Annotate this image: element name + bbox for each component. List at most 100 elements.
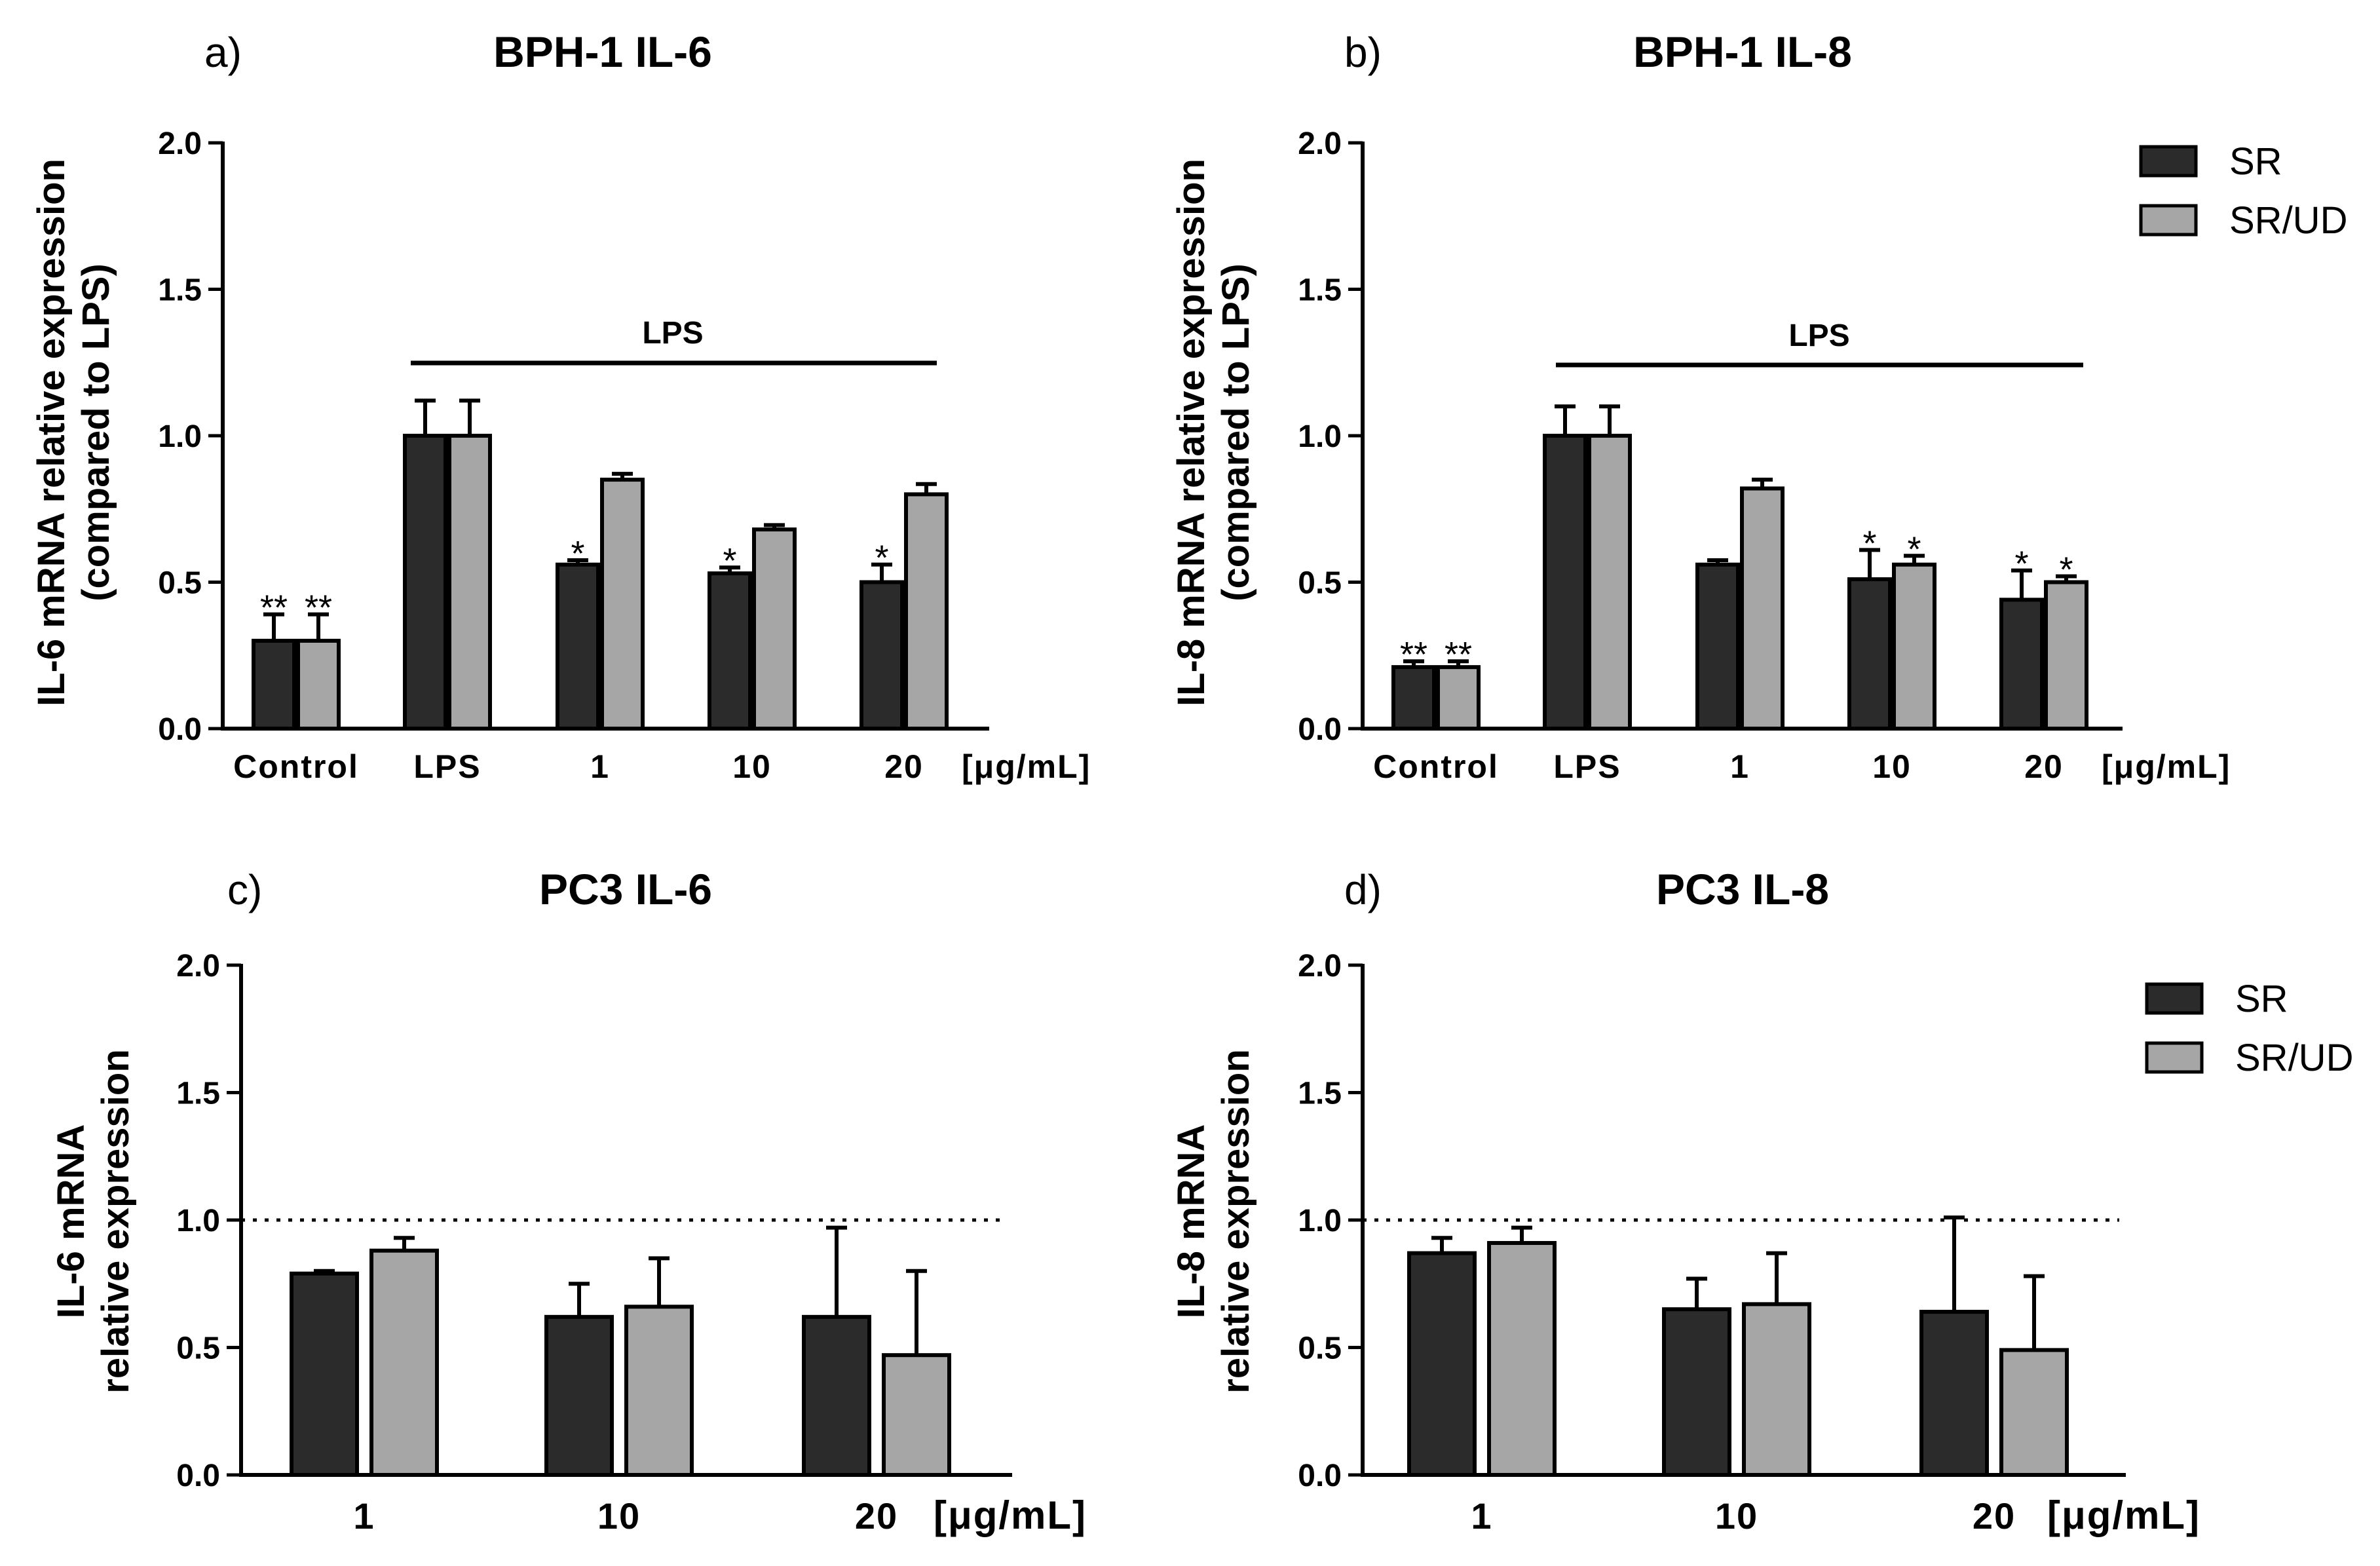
panel-d-ytick-label: 0.5 — [1298, 1331, 1342, 1366]
panel-b-significance-mark: * — [2014, 544, 2028, 584]
panel-a-significance-mark: * — [571, 534, 584, 573]
panel-d-bar-sr — [1407, 1251, 1477, 1477]
panel-a-bar-srud — [904, 492, 949, 731]
panel-a-ytick-label: 2.0 — [158, 126, 202, 161]
panel-b-bar-srud — [1436, 665, 1481, 731]
panel-c-ytick-label: 1.5 — [176, 1077, 220, 1111]
panel-a-bar-sr — [859, 580, 904, 731]
panel-b-bar-sr — [1391, 665, 1436, 731]
panel-a-ytick-label: 0.0 — [158, 712, 202, 747]
panel-a-lps-label: LPS — [642, 316, 703, 351]
panel-b-bar-sr — [1543, 434, 1587, 731]
panel-a-significance-mark: * — [723, 541, 736, 581]
panel-b-ytick-label: 1.5 — [1298, 273, 1342, 308]
panel-c-bar-srud — [624, 1305, 694, 1477]
panel-d-ytick-label: 1.5 — [1298, 1077, 1342, 1111]
panel-b-category-label: 20 — [2024, 748, 2064, 785]
panel-a-bph1-il6: a) BPH-1 IL-6 IL-6 mRNA relative express… — [30, 28, 1091, 785]
panel-b-ytick-label: 1.0 — [1298, 419, 1342, 454]
legend-bottom-label-srud: SR/UD — [2235, 1037, 2353, 1079]
panel-b-bar-srud — [1740, 486, 1785, 731]
panel-a-category-label: Control — [233, 748, 359, 785]
panel-b-ylabel-line2: (compared to LPS) — [1215, 263, 1257, 602]
panel-b-significance-mark: * — [2059, 550, 2073, 590]
panel-c-ylabel-line2: relative expression — [94, 1049, 137, 1394]
panel-b-ytick-label: 0.5 — [1298, 566, 1342, 601]
panel-a-unit-label: [μg/mL] — [962, 748, 1091, 785]
panel-d-letter: d) — [1344, 866, 1382, 913]
panel-a-letter: a) — [204, 29, 242, 76]
panel-d-bar-sr — [1919, 1310, 1989, 1478]
panel-d-bar-srud — [1999, 1348, 2069, 1477]
panel-b-title: BPH-1 IL-8 — [1633, 28, 1852, 76]
panel-b-significance-mark: * — [1907, 529, 1921, 569]
panel-a-significance-mark: ** — [305, 588, 332, 628]
panel-b-bar-sr — [1999, 598, 2044, 731]
panel-d-ylabel-line1: IL-8 mRNA — [1170, 1124, 1213, 1318]
panel-a-bar-srud — [296, 638, 341, 731]
panel-c-ytick-label: 0.0 — [176, 1459, 220, 1493]
panel-b-unit-label: [μg/mL] — [2102, 748, 2231, 785]
panel-a-significance-mark: ** — [260, 588, 288, 628]
panel-a-ylabel-line2: (compared to LPS) — [75, 263, 117, 602]
legend-top-swatch-srud — [2139, 204, 2198, 237]
panel-b-category-label: LPS — [1553, 748, 1621, 785]
panel-d-category-label: 10 — [1715, 1495, 1758, 1537]
panel-c-ytick-label: 2.0 — [176, 949, 220, 984]
panel-c-unit-label: [μg/mL] — [934, 1493, 1087, 1537]
panel-a-bar-srud — [752, 527, 797, 731]
panel-a-ytick-label: 1.0 — [158, 419, 202, 454]
panel-a-category-label: 1 — [590, 748, 610, 785]
panel-b-category-label: 1 — [1730, 748, 1750, 785]
panel-a-ytick-label: 1.5 — [158, 273, 202, 308]
panel-c-bar-srud — [882, 1353, 951, 1477]
panel-b-bar-srud — [1892, 562, 1936, 731]
panel-d-category-label: 20 — [1973, 1495, 2016, 1537]
panel-d-ytick-label: 1.0 — [1298, 1204, 1342, 1238]
panel-c-ylabel-line1: IL-6 mRNA — [50, 1124, 92, 1318]
legend-bottom: SR SR/UD — [2145, 978, 2353, 1079]
panel-c-category-label: 20 — [855, 1495, 898, 1537]
panel-c-category-label: 1 — [353, 1495, 375, 1537]
panel-c-letter: c) — [227, 866, 262, 913]
panel-b-significance-mark: ** — [1445, 635, 1472, 674]
panel-d-ytick-label: 0.0 — [1298, 1459, 1342, 1493]
panel-a-ytick-label: 0.5 — [158, 566, 202, 601]
legend-top: SR SR/UD — [2139, 140, 2347, 242]
panel-a-bar-sr — [403, 434, 447, 731]
panel-b-bar-srud — [1587, 434, 1632, 731]
legend-top-swatch-sr — [2139, 145, 2198, 178]
panel-c-bar-srud — [369, 1248, 439, 1478]
panel-b-bar-sr — [1847, 577, 1892, 731]
legend-bottom-swatch-srud — [2145, 1041, 2204, 1074]
panel-b-category-label: 10 — [1872, 748, 1912, 785]
panel-b-bph1-il8: b) BPH-1 IL-8 IL-8 mRNA relative express… — [1170, 28, 2231, 785]
legend-top-label-srud: SR/UD — [2229, 199, 2347, 242]
panel-d-ylabel-line2: relative expression — [1215, 1049, 1257, 1394]
panel-b-ytick-label: 2.0 — [1298, 126, 1342, 161]
panel-d-bar-srud — [1487, 1241, 1557, 1477]
panel-d-ytick-label: 2.0 — [1298, 949, 1342, 984]
panel-d-bar-sr — [1662, 1307, 1731, 1478]
panel-d-pc3-il8: d) PC3 IL-8 IL-8 mRNA relative expressio… — [1170, 865, 2199, 1537]
panel-b-category-label: Control — [1373, 748, 1499, 785]
panel-b-lps-label: LPS — [1788, 318, 1849, 353]
panel-a-bar-srud — [447, 434, 492, 731]
panel-b-bar-sr — [1695, 562, 1740, 731]
legend-bottom-swatch-sr — [2145, 982, 2204, 1015]
panel-c-title: PC3 IL-6 — [539, 865, 712, 913]
panel-c-bar-sr — [544, 1314, 614, 1477]
panel-a-category-label: 10 — [732, 748, 772, 785]
panel-c-pc3-il6: c) PC3 IL-6 IL-6 mRNA relative expressio… — [50, 865, 1087, 1537]
panel-c-ytick-label: 0.5 — [176, 1331, 220, 1366]
panel-c-category-label: 10 — [597, 1495, 641, 1537]
panel-b-significance-mark: ** — [1400, 635, 1427, 674]
panel-a-title: BPH-1 IL-6 — [493, 28, 712, 76]
panel-d-title: PC3 IL-8 — [1656, 865, 1829, 913]
panel-c-bar-sr — [802, 1314, 871, 1477]
panel-a-category-label: LPS — [413, 748, 481, 785]
legend-bottom-label-sr: SR — [2235, 978, 2288, 1020]
legend-top-label-sr: SR — [2229, 140, 2282, 183]
panel-a-ylabel-line1: IL-6 mRNA relative expression — [30, 159, 73, 706]
